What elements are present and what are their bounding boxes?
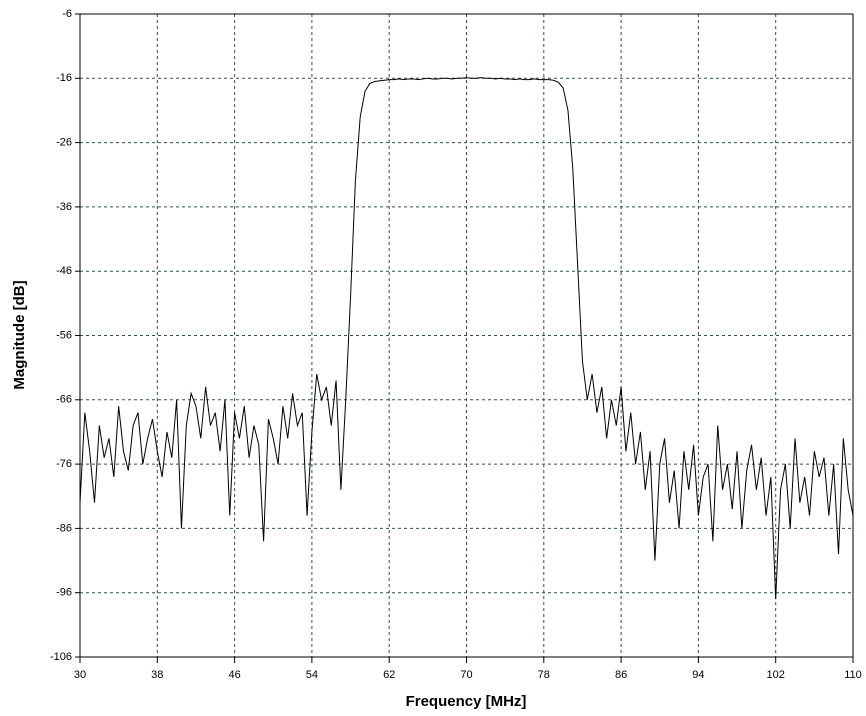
x-tick-label: 38 [151, 669, 163, 681]
y-tick-label: -16 [56, 72, 72, 84]
plot-frame [79, 13, 854, 658]
x-tick-label: 94 [692, 669, 704, 681]
y-tick-label: -6 [62, 8, 72, 20]
y-tick-label: -76 [56, 458, 72, 470]
x-axis-title: Frequency [MHz] [406, 693, 527, 710]
y-tick-label: -86 [56, 522, 72, 534]
line [79, 77, 854, 600]
y-tick-label: -46 [56, 265, 72, 277]
y-tick-label: -96 [56, 587, 72, 599]
y-tick-label: -106 [50, 651, 72, 663]
x-tick-label: 70 [460, 669, 472, 681]
x-tick-label: 62 [383, 669, 395, 681]
x-tick-label: 86 [615, 669, 627, 681]
x-tick-label: 46 [228, 669, 240, 681]
x-tick-label: 110 [844, 669, 862, 681]
x-tick-label: 78 [538, 669, 550, 681]
y-tick-label: -66 [56, 394, 72, 406]
x-tick-label: 30 [74, 669, 86, 681]
x-tick-label: 54 [306, 669, 318, 681]
x-tick-label: 102 [767, 669, 785, 681]
y-tick-label: -36 [56, 201, 72, 213]
y-axis-title: Magnitude [dB] [11, 280, 28, 389]
y-tick-label: -26 [56, 137, 72, 149]
y-tick-label: -56 [56, 329, 72, 341]
